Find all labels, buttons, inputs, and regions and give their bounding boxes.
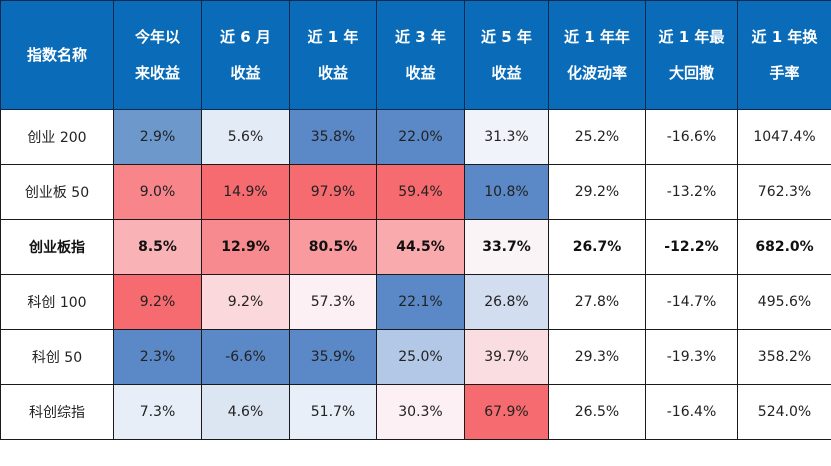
column-header-index-name: 指数名称 (0, 0, 114, 110)
header-line-2: 收益 (405, 64, 436, 82)
header-line-1: 近 6 月 (220, 28, 271, 46)
value-cell: 33.7% (464, 219, 549, 275)
value-cell: 2.3% (113, 329, 202, 385)
header-line-1: 指数名称 (26, 46, 87, 64)
index-name-cell: 科创 50 (0, 329, 114, 385)
value-cell: 4.6% (201, 384, 290, 440)
header-line-2: 收益 (317, 64, 348, 82)
column-header-6: 近 1 年年 化波动率 (548, 0, 646, 110)
value-cell: 358.2% (737, 329, 831, 385)
value-cell: -12.2% (645, 219, 738, 275)
value-cell: 762.3% (737, 164, 831, 220)
header-row: 指数名称 今年以 来收益近 6 月收益近 1 年收益近 3 年收益近 5 年收益近 … (0, 0, 831, 110)
value-cell: 59.4% (376, 164, 465, 220)
table-row: 创业板指 8.5% 12.9% 80.5% 44.5% 33.7% 26.7% -12.2% 6… (0, 219, 831, 275)
value-cell: 1047.4% (737, 109, 831, 165)
value-cell: 5.6% (201, 109, 290, 165)
value-cell: 30.3% (376, 384, 465, 440)
header-line-2: 化波动率 (566, 64, 627, 82)
header-line-1: 近 5 年 (481, 28, 532, 46)
value-cell: 14.9% (201, 164, 290, 220)
value-cell: 22.0% (376, 109, 465, 165)
header-line-1: 近 1 年 (307, 28, 359, 46)
value-cell: 26.5% (548, 384, 646, 440)
value-cell: -16.6% (645, 109, 738, 165)
value-cell: 39.7% (464, 329, 549, 385)
value-cell: 25.2% (548, 109, 646, 165)
header-line-2: 收益 (491, 64, 522, 82)
header-line-1: 近 3 年 (395, 28, 446, 46)
value-cell: 22.1% (376, 274, 465, 330)
index-name-cell: 科创综指 (0, 384, 114, 440)
value-cell: 31.3% (464, 109, 549, 165)
value-cell: 29.2% (548, 164, 646, 220)
value-cell: 495.6% (737, 274, 831, 330)
value-cell: 51.7% (289, 384, 377, 440)
value-cell: 25.0% (376, 329, 465, 385)
index-performance-table: 指数名称 今年以 来收益近 6 月收益近 1 年收益近 3 年收益近 5 年收益近 … (0, 0, 831, 440)
value-cell: 12.9% (201, 219, 290, 275)
value-cell: 524.0% (737, 384, 831, 440)
value-cell: -13.2% (645, 164, 738, 220)
value-cell: -6.6% (201, 329, 290, 385)
value-cell: 9.2% (201, 274, 290, 330)
value-cell: 9.0% (113, 164, 202, 220)
column-header-4: 近 3 年收益 (376, 0, 465, 110)
value-cell: -19.3% (645, 329, 738, 385)
table-row: 科创 100 9.2% 9.2% 57.3% 22.1% 26.8% 27.8% -14.7%… (0, 274, 831, 330)
table-row: 科创综指 7.3% 4.6% 51.7% 30.3% 67.9% 26.5% -16.4% 52… (0, 384, 831, 440)
column-header-8: 近 1 年换 手率 (737, 0, 831, 110)
value-cell: 7.3% (113, 384, 202, 440)
column-header-3: 近 1 年收益 (289, 0, 377, 110)
value-cell: 8.5% (113, 219, 202, 275)
value-cell: 26.7% (548, 219, 646, 275)
value-cell: 27.8% (548, 274, 646, 330)
table-row: 创业板 50 9.0% 14.9% 97.9% 59.4% 10.8% 29.2% -13.2… (0, 164, 831, 220)
header-line-2: 手率 (769, 64, 800, 82)
value-cell: 80.5% (289, 219, 377, 275)
value-cell: 35.9% (289, 329, 377, 385)
index-name-cell: 科创 100 (0, 274, 114, 330)
value-cell: 29.3% (548, 329, 646, 385)
header-line-2: 来收益 (134, 64, 180, 82)
column-header-5: 近 5 年收益 (464, 0, 549, 110)
column-header-7: 近 1 年最 大回撤 (645, 0, 738, 110)
index-name-cell: 创业 200 (0, 109, 114, 165)
value-cell: 57.3% (289, 274, 377, 330)
value-cell: 2.9% (113, 109, 202, 165)
index-name-cell: 创业板 50 (0, 164, 114, 220)
header-line-2: 大回撤 (668, 64, 714, 82)
column-header-2: 近 6 月收益 (201, 0, 290, 110)
index-name-cell: 创业板指 (0, 219, 114, 275)
header-line-1: 近 1 年换 (751, 28, 818, 46)
column-header-1: 今年以 来收益 (113, 0, 202, 110)
table-row: 科创 50 2.3% -6.6% 35.9% 25.0% 39.7% 29.3% -19.3%… (0, 329, 831, 385)
header-line-2: 收益 (230, 64, 261, 82)
value-cell: 44.5% (376, 219, 465, 275)
value-cell: 682.0% (737, 219, 831, 275)
value-cell: 26.8% (464, 274, 549, 330)
header-line-1: 今年以 (134, 28, 180, 46)
value-cell: 35.8% (289, 109, 377, 165)
header-line-1: 近 1 年最 (658, 28, 725, 46)
value-cell: 9.2% (113, 274, 202, 330)
value-cell: 67.9% (464, 384, 549, 440)
table-row: 创业 200 2.9% 5.6% 35.8% 22.0% 31.3% 25.2% -16.6%… (0, 109, 831, 165)
value-cell: -14.7% (645, 274, 738, 330)
value-cell: -16.4% (645, 384, 738, 440)
header-line-1: 近 1 年年 (564, 28, 630, 46)
value-cell: 97.9% (289, 164, 377, 220)
value-cell: 10.8% (464, 164, 549, 220)
